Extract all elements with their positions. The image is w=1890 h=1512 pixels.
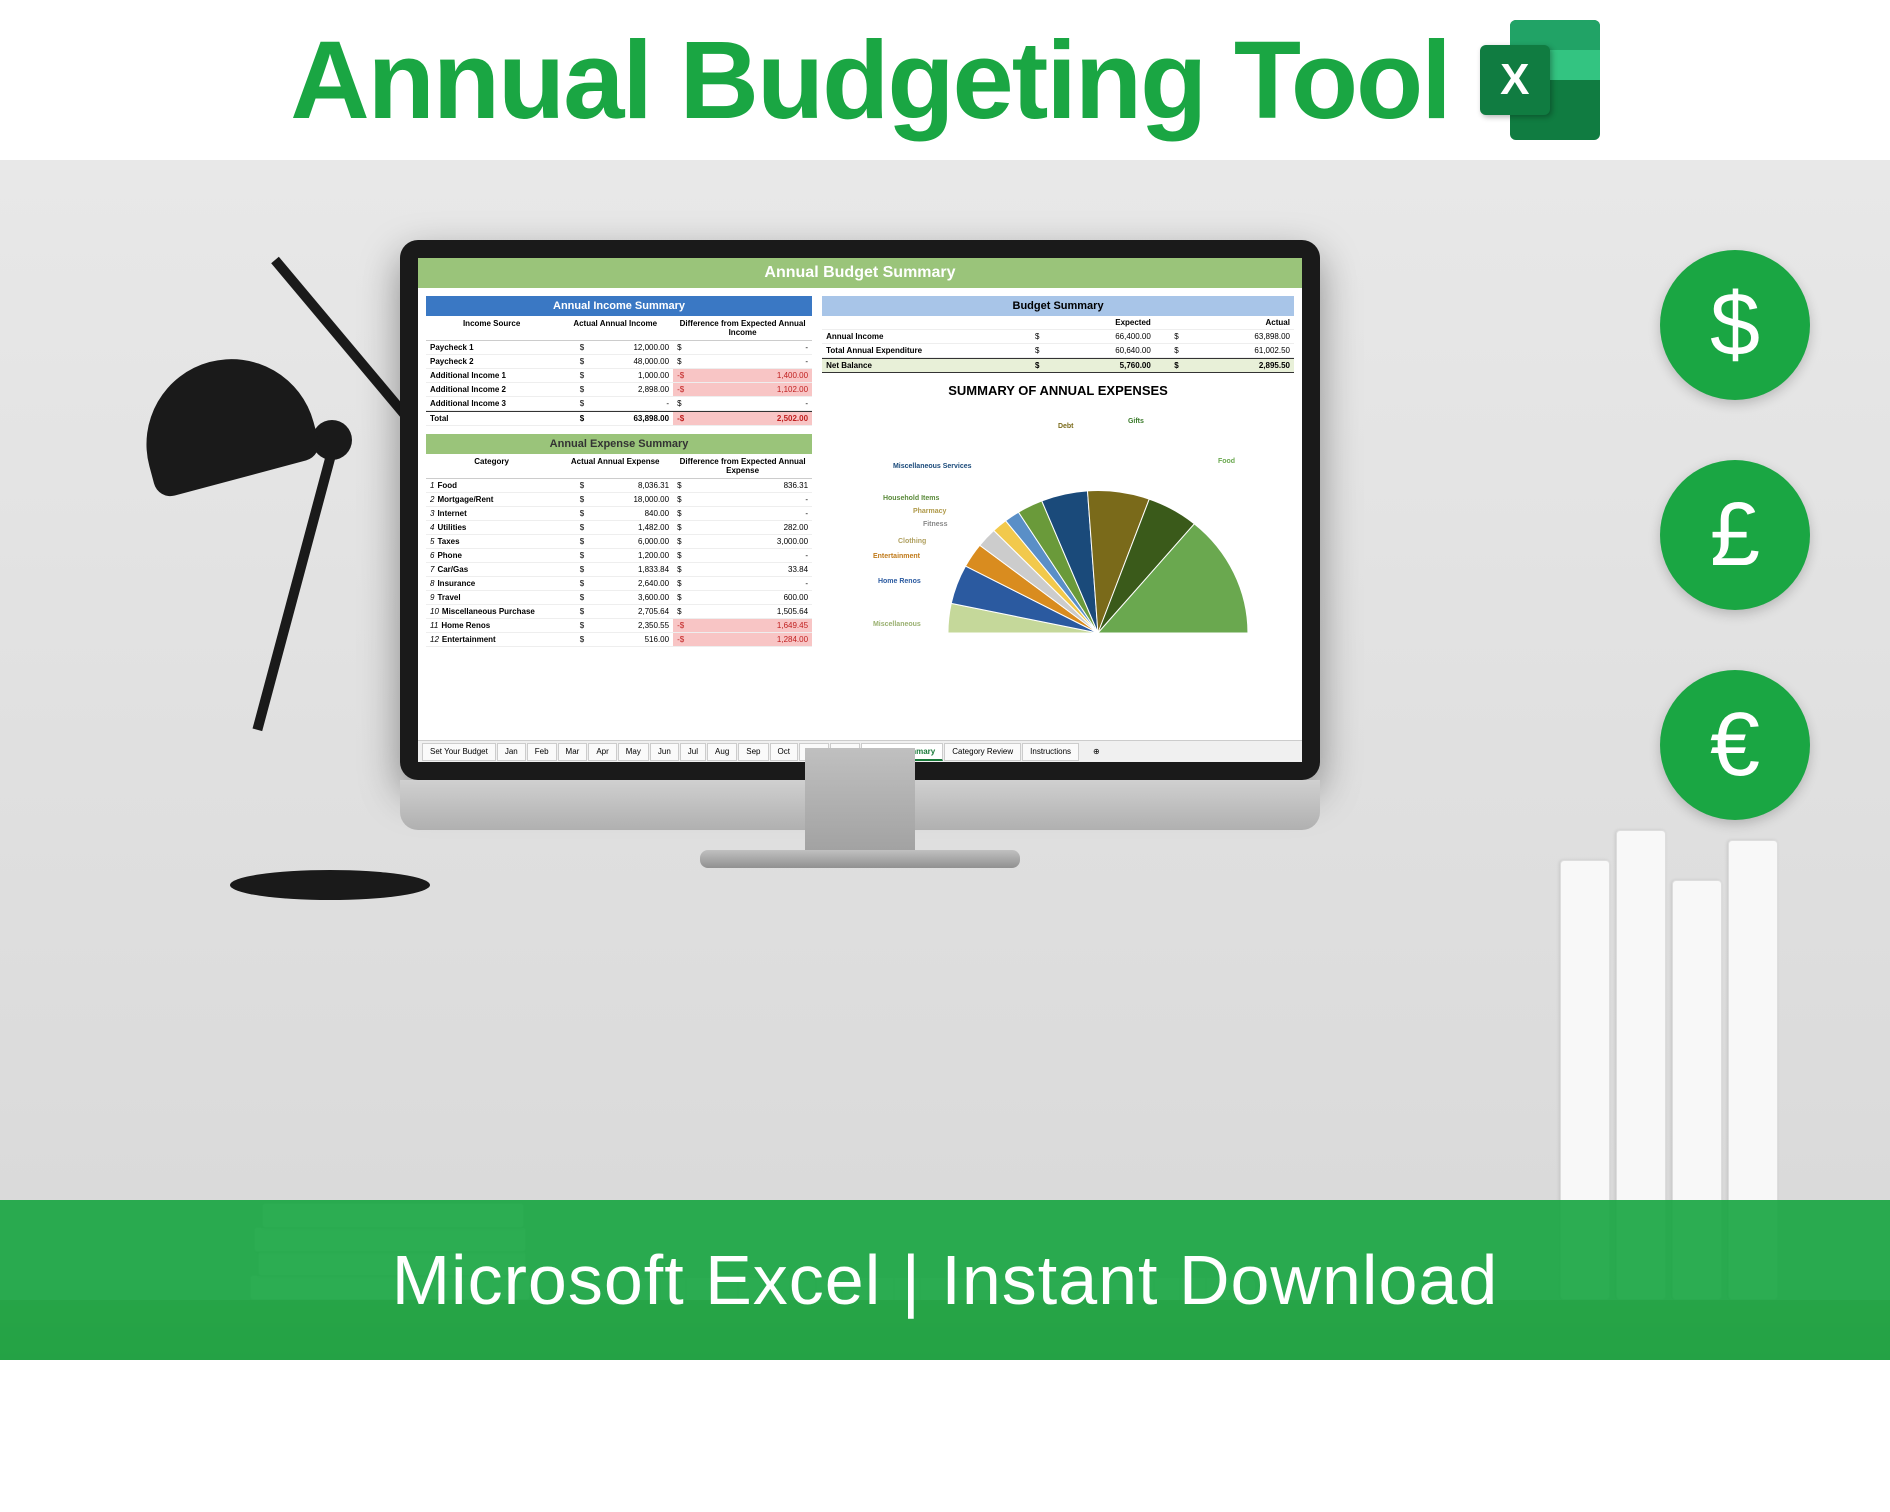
expense-row: 1Food$8,036.31$836.31 — [426, 479, 812, 493]
sheet-main-title: Annual Budget Summary — [418, 258, 1302, 288]
svg-text:Miscellaneous Services: Miscellaneous Services — [893, 463, 972, 470]
expense-row: 3Internet$840.00$- — [426, 507, 812, 521]
expense-row: 6Phone$1,200.00$- — [426, 549, 812, 563]
pound-badge: £ — [1660, 460, 1810, 610]
desk-lamp — [80, 220, 430, 900]
currency-badges: $ £ € — [1660, 250, 1810, 820]
expense-row: 10Miscellaneous Purchase$2,705.64$1,505.… — [426, 605, 812, 619]
budget-summary-title: Budget Summary — [822, 296, 1294, 316]
expense-row: 11Home Renos$2,350.55-$1,649.45 — [426, 619, 812, 633]
income-row: Additional Income 2$2,898.00-$1,102.00 — [426, 383, 812, 397]
expense-pie-chart: Debt Gifts Food Miscellaneous Services House… — [822, 408, 1294, 638]
expense-row: 5Taxes$6,000.00$3,000.00 — [426, 535, 812, 549]
sheet-tab[interactable]: Category Review — [944, 743, 1021, 761]
income-row: Additional Income 1$1,000.00-$1,400.00 — [426, 369, 812, 383]
sheet-tab[interactable]: Mar — [558, 743, 588, 761]
net-balance-row: Net Balance $ 5,760.00 $ 2,895.50 — [822, 358, 1294, 373]
sheet-tab[interactable]: Apr — [588, 743, 616, 761]
sheet-tab[interactable]: Set Your Budget — [422, 743, 496, 761]
excel-icon: X — [1480, 20, 1600, 140]
svg-text:Household Items: Household Items — [883, 495, 940, 502]
svg-text:Fitness: Fitness — [923, 521, 948, 528]
expense-row: 4Utilities$1,482.00$282.00 — [426, 521, 812, 535]
expense-row: 12Entertainment$516.00-$1,284.00 — [426, 633, 812, 647]
sheet-tab[interactable]: Instructions — [1022, 743, 1079, 761]
desk-scene: Annual Budget Summary Annual Income Summ… — [0, 160, 1890, 1360]
income-row: Paycheck 1$12,000.00$- — [426, 341, 812, 355]
svg-text:Miscellaneous: Miscellaneous — [873, 621, 921, 628]
budget-row: Annual Income$66,400.00$63,898.00 — [822, 330, 1294, 344]
income-summary-title: Annual Income Summary — [426, 296, 812, 316]
income-summary-table: Annual Income Summary Income Source Actu… — [426, 296, 812, 426]
svg-text:Debt: Debt — [1058, 423, 1074, 430]
svg-text:Clothing: Clothing — [898, 538, 926, 545]
income-row: Additional Income 3$-$- — [426, 397, 812, 411]
product-title: Annual Budgeting Tool — [290, 17, 1450, 144]
sheet-tab[interactable]: Jan — [497, 743, 526, 761]
footer-text: Microsoft Excel | Instant Download — [392, 1240, 1499, 1320]
expense-row: 7Car/Gas$1,833.84$33.84 — [426, 563, 812, 577]
expense-summary-title: Annual Expense Summary — [426, 434, 812, 454]
product-header: Annual Budgeting Tool X — [0, 0, 1890, 160]
svg-text:Entertainment: Entertainment — [873, 553, 921, 560]
expense-row: 2Mortgage/Rent$18,000.00$- — [426, 493, 812, 507]
sheet-tab[interactable]: Jul — [680, 743, 706, 761]
spreadsheet-screen: Annual Budget Summary Annual Income Summ… — [418, 258, 1302, 762]
svg-text:Pharmacy: Pharmacy — [913, 508, 947, 515]
budget-summary-table: Budget Summary Expected Actual Annual In… — [822, 296, 1294, 373]
sheet-tab[interactable]: Aug — [707, 743, 737, 761]
svg-text:Gifts: Gifts — [1128, 418, 1144, 425]
expense-row: 9Travel$3,600.00$600.00 — [426, 591, 812, 605]
budget-row: Total Annual Expenditure$60,640.00$61,00… — [822, 344, 1294, 358]
sheet-tab[interactable]: Sep — [738, 743, 768, 761]
sheet-tab[interactable]: May — [618, 743, 649, 761]
income-total-row: Total $ 63,898.00 -$ 2,502.00 — [426, 411, 812, 426]
pie-chart-title: SUMMARY OF ANNUAL EXPENSES — [822, 379, 1294, 402]
monitor: Annual Budget Summary Annual Income Summ… — [400, 240, 1320, 830]
income-row: Paycheck 2$48,000.00$- — [426, 355, 812, 369]
add-sheet-button[interactable]: ⊕ — [1086, 744, 1107, 759]
expense-summary-table: Annual Expense Summary Category Actual A… — [426, 434, 812, 647]
sheet-tab[interactable]: Oct — [770, 743, 798, 761]
expense-row: 8Insurance$2,640.00$- — [426, 577, 812, 591]
footer-banner: Microsoft Excel | Instant Download — [0, 1200, 1890, 1360]
svg-text:Home Renos: Home Renos — [878, 578, 921, 585]
sheet-tab[interactable]: Jun — [650, 743, 679, 761]
dollar-badge: $ — [1660, 250, 1810, 400]
svg-text:Food: Food — [1218, 458, 1235, 465]
euro-badge: € — [1660, 670, 1810, 820]
sheet-tab[interactable]: Feb — [527, 743, 557, 761]
